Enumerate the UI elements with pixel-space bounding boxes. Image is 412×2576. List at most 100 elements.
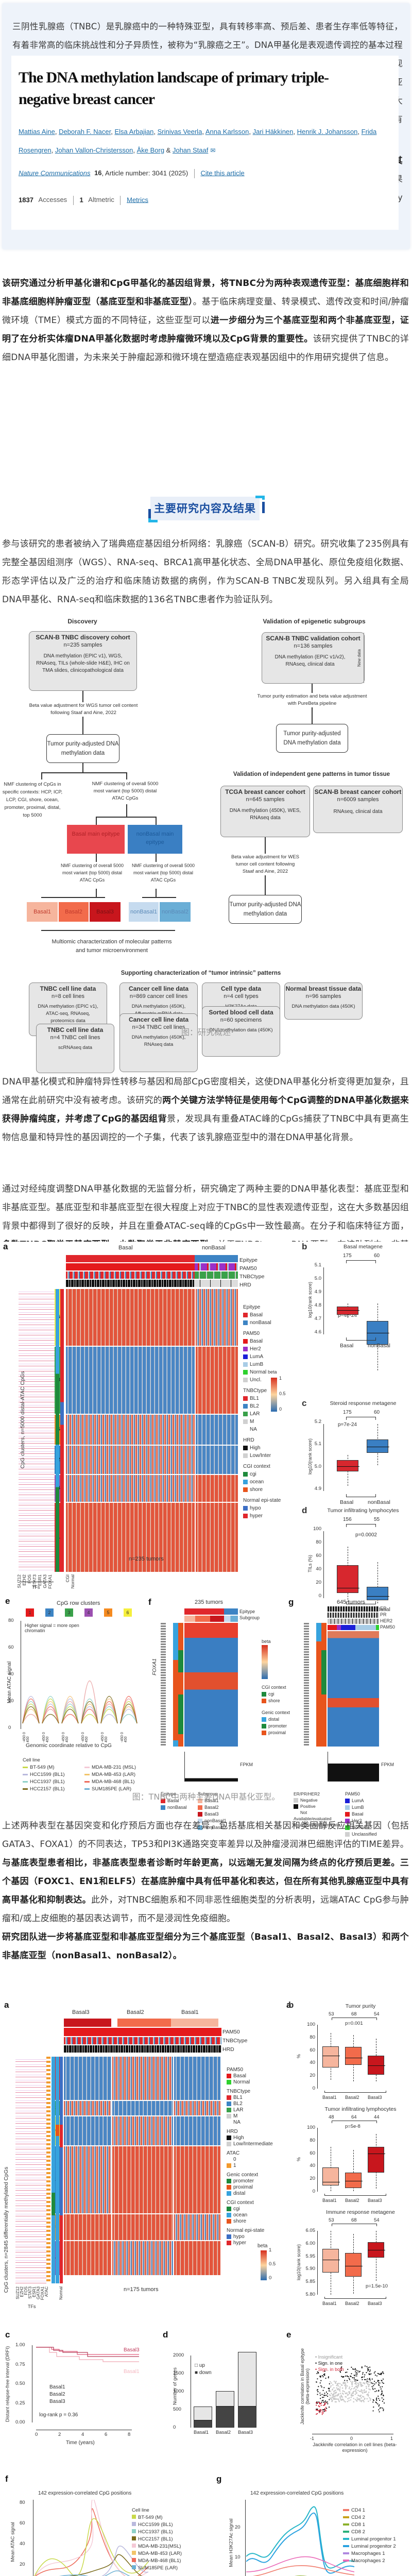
beta-gradient bbox=[262, 1645, 268, 1679]
tf-label: Normal bbox=[70, 1574, 75, 1588]
author-link[interactable]: Deborah F. Nacer bbox=[59, 128, 111, 135]
n-label: 48 bbox=[329, 2114, 334, 2120]
legend-swatch bbox=[132, 2536, 136, 2540]
connector bbox=[41, 930, 175, 931]
legend-swatch bbox=[132, 2522, 136, 2526]
support-box-title: Cancer cell line data bbox=[129, 985, 188, 992]
heatmap-block bbox=[174, 2146, 220, 2213]
median bbox=[368, 2065, 385, 2066]
legend-swatch bbox=[227, 2074, 231, 2078]
cgi-track bbox=[56, 1289, 59, 1572]
legend-label: cgi bbox=[233, 2206, 240, 2212]
validation-purity-box: Tumor purity-adjusted DNA methylation da… bbox=[276, 724, 348, 753]
journal-link[interactable]: Nature Communications bbox=[19, 169, 90, 177]
legend-item: NA bbox=[227, 2120, 283, 2126]
multiomic-note: Multiomic characterization of molecular … bbox=[48, 938, 175, 955]
legend-swatch bbox=[227, 2241, 231, 2245]
foxa1-heatmap-tcga bbox=[328, 1631, 379, 1747]
connector bbox=[156, 854, 157, 862]
panel-label: c bbox=[302, 1398, 306, 1409]
panel-label-g: g bbox=[288, 1597, 294, 1607]
y-tick: 5.80 bbox=[296, 2292, 315, 2297]
legend-label: hypo bbox=[250, 1505, 261, 1511]
legend-item: shore bbox=[227, 2218, 283, 2225]
discovery-cohort-box: SCAN-B TNBC discovery cohort n=235 sampl… bbox=[29, 631, 137, 691]
y-tick: 1.00 bbox=[15, 2342, 25, 2348]
divider bbox=[73, 196, 74, 205]
metrics-link[interactable]: Metrics bbox=[127, 196, 148, 204]
heatmap-block bbox=[66, 1289, 195, 1346]
boxplot-title: Immune response metagene bbox=[309, 2209, 412, 2215]
track-label: TNBCtype bbox=[222, 2038, 247, 2044]
author-link[interactable]: Åke Borg bbox=[137, 146, 164, 154]
heatmap-block bbox=[66, 1475, 195, 1502]
her2-track bbox=[328, 1619, 379, 1624]
accesses-count: 1837 bbox=[19, 196, 33, 204]
legend-item: MDA-MB-453 (LAR) bbox=[84, 1771, 146, 1778]
altmetric-label: Altmetric bbox=[88, 196, 114, 204]
epitype-track bbox=[195, 1255, 238, 1262]
plot-title: 142 expression-correlated CpG positions bbox=[38, 2490, 131, 2496]
author-link[interactable]: Johan Staaf bbox=[173, 146, 208, 154]
hrd-track bbox=[195, 1280, 238, 1287]
legend-item: cgi bbox=[227, 2206, 283, 2212]
legend-swatch bbox=[227, 2157, 231, 2162]
open-chromatin-note: Higher signal = more open chromatin bbox=[25, 1623, 81, 1633]
legend-swatch bbox=[243, 1370, 248, 1375]
author-link[interactable]: Anna Karlsson bbox=[205, 128, 249, 135]
x-label: Time (years) bbox=[66, 2440, 95, 2446]
y-label: Jackknife correlation in Basal epitype (… bbox=[300, 2345, 310, 2428]
legend-item: Luminal progenitor 1 bbox=[343, 2536, 396, 2543]
beta-tick: 0 bbox=[269, 2275, 271, 2281]
author-link[interactable]: Henrik J. Johansson bbox=[297, 128, 358, 135]
legend-item: SUM185PE (LAR) bbox=[132, 2565, 182, 2572]
metrics-line: 1837 Accesses 1 Altmetric Metrics bbox=[19, 196, 148, 205]
legend-swatch bbox=[243, 1320, 248, 1325]
heatmap-block bbox=[196, 1503, 238, 1572]
p-value: log-rank p = 0.36 bbox=[39, 2412, 78, 2418]
legend-title: beta bbox=[262, 1638, 298, 1645]
hrd-track bbox=[64, 2045, 221, 2053]
legend-label: 1 bbox=[233, 2163, 236, 2168]
connector bbox=[156, 817, 157, 825]
mail-icon[interactable]: ✉ bbox=[210, 147, 215, 154]
author-link[interactable]: Srinivas Veerla bbox=[158, 128, 202, 135]
group-label: Basal3 bbox=[368, 2198, 382, 2203]
support-box-desc: DNA methylation data (450K) bbox=[285, 1003, 362, 1010]
author-link[interactable]: Elsa Arbajian bbox=[114, 128, 153, 135]
author-link[interactable]: Jari Häkkinen bbox=[253, 128, 294, 135]
legend-label: proximal bbox=[268, 1730, 286, 1735]
legend-item: HCC1937 (BL1) bbox=[23, 1778, 84, 1786]
legend-item: BT-549 (M) bbox=[23, 1764, 84, 1771]
heatmap-block bbox=[112, 2116, 173, 2145]
box bbox=[367, 1587, 388, 1600]
beta-gradient bbox=[261, 2250, 267, 2280]
legend-item: Basal bbox=[243, 1311, 284, 1319]
legend-swatch bbox=[132, 2515, 136, 2519]
legend-swatch bbox=[227, 2219, 231, 2224]
legend-label: cgi bbox=[250, 1471, 256, 1477]
legend-item: CD4 1 bbox=[343, 2507, 396, 2514]
cluster-chip: 1 bbox=[26, 1608, 34, 1617]
legend-swatch bbox=[243, 1446, 248, 1450]
n-label: 175 bbox=[343, 1410, 352, 1415]
median bbox=[337, 1466, 359, 1467]
connector bbox=[82, 763, 83, 772]
legend-label: Luminal progenitor 1 bbox=[351, 2536, 396, 2542]
discovery-title: Discovery bbox=[57, 618, 108, 625]
legend-label: MDA-MB-231(MSL) bbox=[138, 2544, 181, 2549]
group-label: Basal bbox=[340, 1499, 353, 1505]
author-link[interactable]: Johan Vallon-Christersson bbox=[55, 146, 133, 154]
author-link[interactable]: Mattias Aine bbox=[19, 128, 55, 135]
legend-title: TNBCtype bbox=[243, 1387, 284, 1395]
legend-label: hyper bbox=[250, 1513, 263, 1519]
cite-article-link[interactable]: Cite this article bbox=[200, 169, 244, 177]
y-axis bbox=[317, 2128, 318, 2192]
bracket bbox=[324, 2091, 386, 2093]
differences-paragraph: 上述两种表型在基因突变和化疗预后方面也存在差异，包括基底相关基因和类固醇反应相关… bbox=[2, 1817, 409, 1928]
legend-item: distal bbox=[262, 1716, 298, 1723]
x-tick: -1 bbox=[310, 2436, 314, 2441]
legend-label: hypo bbox=[233, 2234, 245, 2240]
y-tick: 100 bbox=[309, 1526, 321, 1532]
legend-title: HRD bbox=[243, 1436, 284, 1444]
